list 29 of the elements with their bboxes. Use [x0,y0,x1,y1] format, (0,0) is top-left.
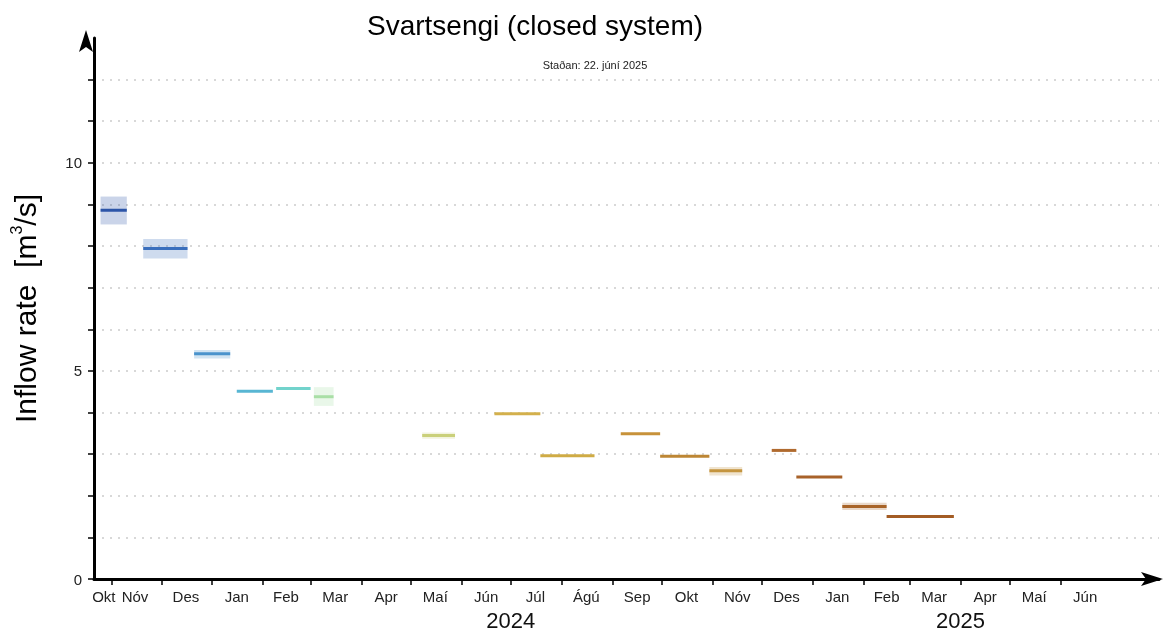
x-tick-label: Maí [422,588,449,605]
x-tick-label: Maí [1021,588,1048,605]
x-tick-label: Des [773,588,800,605]
y-tick-label: 5 [73,362,82,380]
x-tick-label: Jan [224,588,249,605]
x-tick-label: Júl [525,588,546,605]
y-axis-title: Inflow rate [m3/s] [7,194,42,423]
x-tick-label: Ágú [572,588,600,605]
x-tick-label: Jún [1073,588,1098,605]
text: Staðan: 22. júní 2025 [542,58,648,71]
x-tick-label: Mar [322,588,349,605]
x-tick-label: Sep [623,588,651,605]
x-tick-label: Jan [825,588,850,605]
x2-tick-label: 2025 [935,607,985,633]
x-tick-label: Apr [973,588,997,605]
x-tick-label: Feb [873,588,900,605]
y-tick-label: 10 [65,154,82,172]
y-tick-label: 0 [73,570,82,588]
x-tick-label: Okt [674,588,699,605]
chart-title: Svartsengi (closed system) [366,9,704,41]
x-tick-label: Nóv [121,588,149,605]
x-tick-label: Okt [92,588,117,605]
x-tick-label: Feb [273,588,299,605]
x2-tick-label: 2024 [486,607,536,633]
x-tick-label: Mar [921,588,948,605]
x-tick-label: Des [172,588,200,605]
x-tick-label: Apr [374,588,398,605]
x-tick-label: Nóv [723,588,752,605]
x-tick-label: Jún [474,588,499,605]
